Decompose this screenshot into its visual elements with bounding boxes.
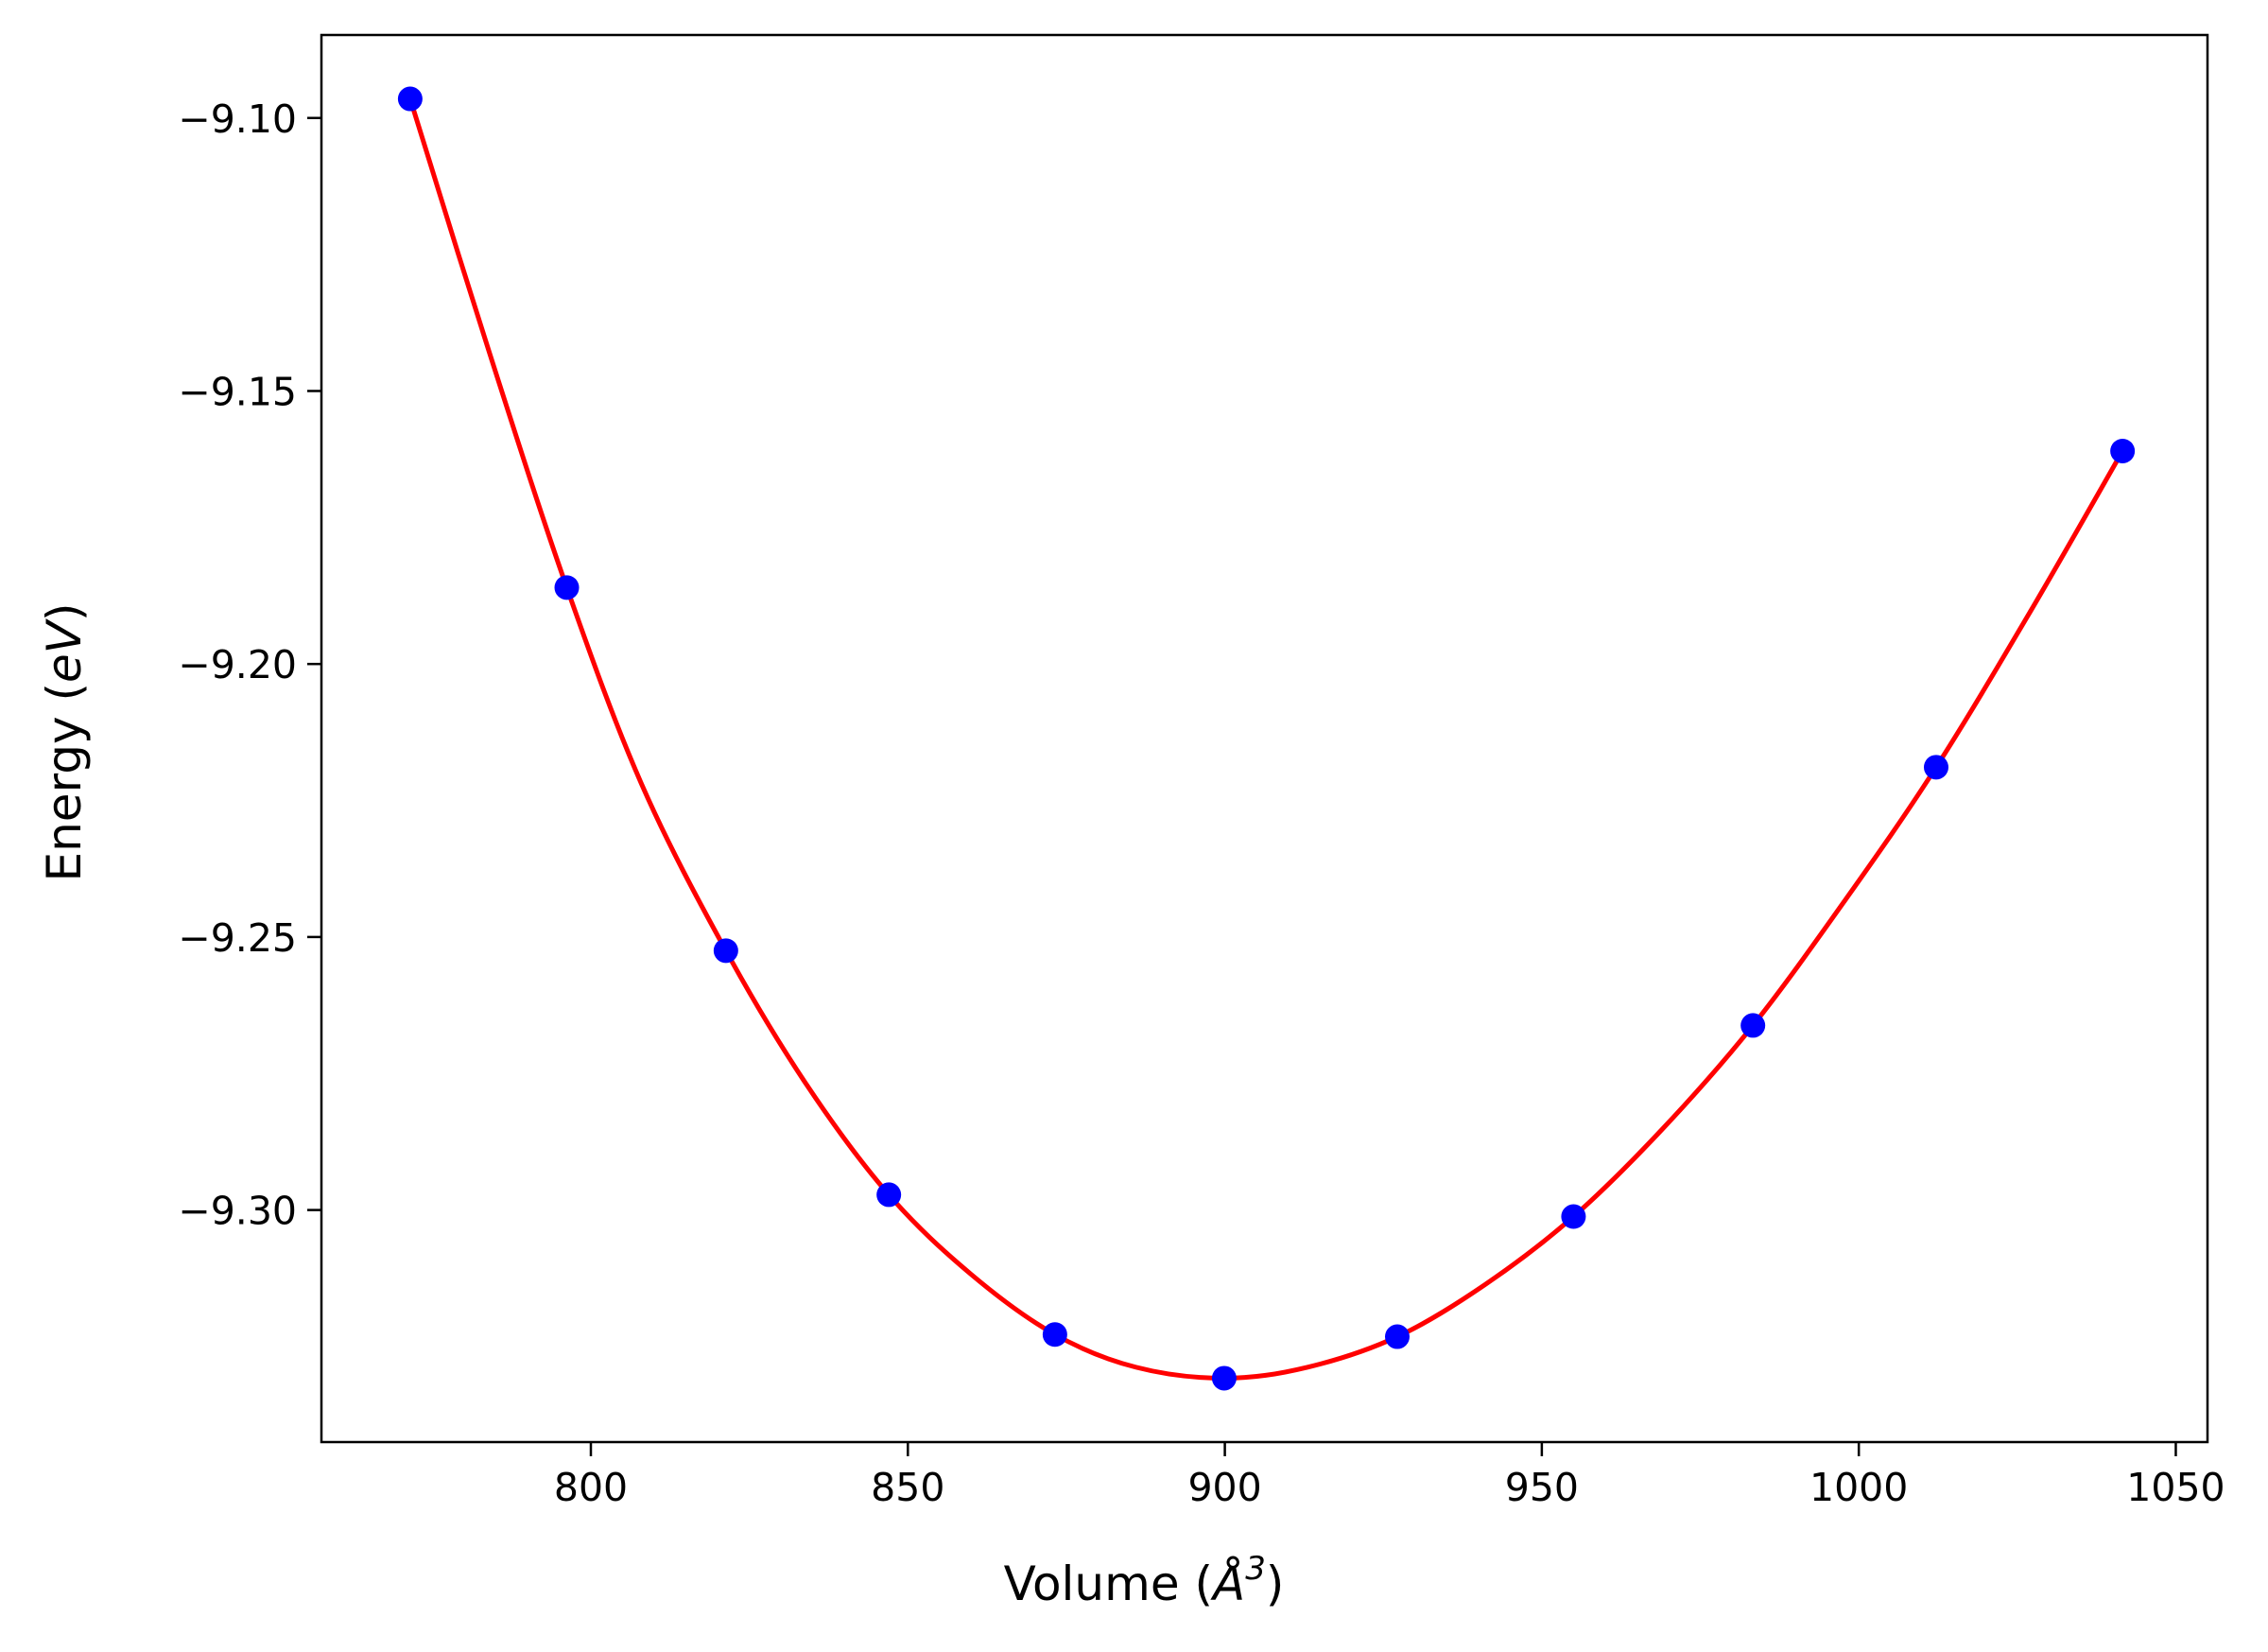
data-point-11 [2110, 438, 2136, 463]
data-point-10 [1923, 755, 1948, 780]
data-point-3 [713, 938, 738, 964]
x-tick-label: 900 [1187, 1465, 1261, 1510]
y-axis-label: Energy (eV) [37, 603, 92, 882]
data-point-7 [1384, 1324, 1410, 1349]
y-axis-label-unit: eV [37, 617, 92, 683]
x-axis-label-superscript: 3 [1245, 1550, 1266, 1588]
y-tick-label: −9.30 [178, 1189, 297, 1234]
y-axis-label-suffix: ) [37, 603, 92, 622]
data-point-6 [1211, 1365, 1237, 1391]
data-point-4 [876, 1182, 902, 1208]
x-tick-label: 1050 [2126, 1465, 2225, 1510]
x-tick-label: 800 [554, 1465, 628, 1510]
x-axis-label-prefix: Volume ( [1004, 1556, 1213, 1611]
plot-area [397, 86, 2136, 1391]
data-point-1 [397, 86, 423, 112]
data-point-2 [554, 575, 580, 600]
x-axis: 800 850 900 950 1000 1050 [554, 1442, 2225, 1510]
x-axis-label: Volume (Å3) [1004, 1550, 1285, 1611]
y-tick-label: −9.20 [178, 642, 297, 687]
x-tick-label: 950 [1505, 1465, 1579, 1510]
data-point-8 [1561, 1204, 1586, 1229]
axes-frame [320, 33, 2209, 1444]
data-point-5 [1042, 1322, 1067, 1348]
y-tick-label: −9.10 [178, 96, 297, 142]
y-axis: −9.10 −9.15 −9.20 −9.25 −9.30 [178, 96, 321, 1234]
y-tick-label: −9.25 [178, 915, 297, 961]
y-axis-label-prefix: Energy ( [37, 683, 92, 881]
fit-curve-line [407, 97, 2125, 1381]
x-axis-label-suffix: ) [1266, 1556, 1285, 1611]
x-tick-label: 1000 [1809, 1465, 1908, 1510]
data-point-9 [1740, 1013, 1766, 1038]
x-tick-label: 850 [871, 1465, 944, 1510]
y-tick-label: −9.15 [178, 369, 297, 414]
x-axis-label-symbol: Å [1210, 1556, 1245, 1611]
